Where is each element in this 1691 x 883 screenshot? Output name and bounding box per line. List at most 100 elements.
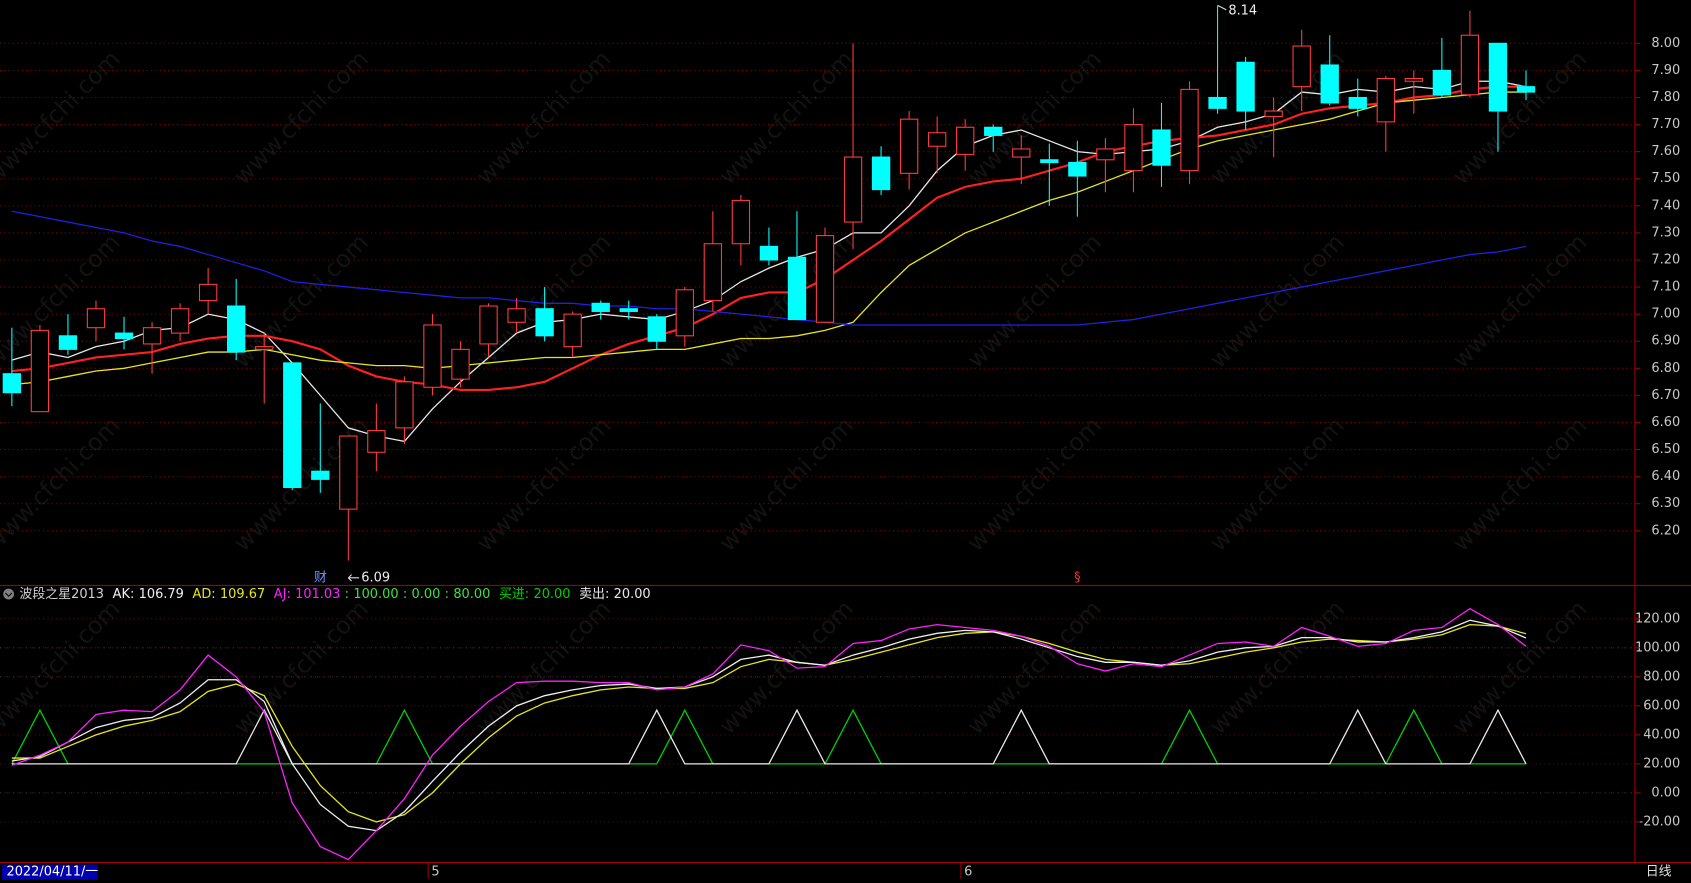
separator: : xyxy=(525,587,529,602)
reference-value: 0.00 xyxy=(412,587,441,602)
indicator-icon[interactable] xyxy=(3,588,15,600)
candle-body xyxy=(367,430,386,453)
candle-body xyxy=(1096,148,1115,161)
y-tick-label: 0.00 xyxy=(1651,785,1680,800)
candle-body xyxy=(114,332,134,340)
legend-name: 买进 xyxy=(499,587,525,602)
candle-body xyxy=(311,470,330,480)
low-label: 6.09 xyxy=(361,570,390,585)
candle-body xyxy=(1292,45,1311,88)
y-tick-label: 7.70 xyxy=(1651,117,1680,132)
y-tick-label: 7.20 xyxy=(1651,252,1680,267)
candle-body xyxy=(703,243,723,302)
y-tick-label: 7.90 xyxy=(1651,63,1680,78)
high-marker xyxy=(1217,4,1227,11)
candle-body xyxy=(1040,159,1059,164)
y-tick-label: 7.40 xyxy=(1651,198,1680,213)
y-tick-label: 7.80 xyxy=(1651,90,1680,105)
low-marker xyxy=(347,574,360,582)
event-marker: 财 xyxy=(314,570,327,585)
y-tick-label: 6.80 xyxy=(1651,361,1680,376)
separator: : xyxy=(445,587,449,602)
candle-body xyxy=(1404,77,1424,82)
y-tick-label: 7.10 xyxy=(1651,280,1680,295)
separator: : xyxy=(345,587,349,602)
y-tick-label: 6.30 xyxy=(1651,496,1680,511)
period-label[interactable]: 日线 xyxy=(1646,865,1672,880)
indicator-title: 波段之星2013 xyxy=(19,587,104,602)
legend-name: 卖出 xyxy=(579,587,605,602)
candle-body xyxy=(198,283,218,302)
candle-body xyxy=(984,126,1003,136)
y-tick-label: 100.00 xyxy=(1635,640,1680,655)
y-tick-label: 20.00 xyxy=(1643,756,1680,771)
event-marker: § xyxy=(1074,570,1080,585)
candle-body xyxy=(1376,77,1395,123)
separator: : xyxy=(211,587,215,602)
y-tick-label: 7.00 xyxy=(1651,307,1680,322)
candle-body xyxy=(1208,96,1227,109)
candle-body xyxy=(1236,61,1255,112)
legend-value: 20.00 xyxy=(533,587,570,602)
candle-body xyxy=(479,305,498,345)
candle-body xyxy=(451,348,470,380)
candle-body xyxy=(731,199,751,245)
legend-name: AK xyxy=(113,587,131,602)
candle-body xyxy=(1012,148,1031,158)
candle-body xyxy=(843,156,863,223)
y-tick-label: 8.00 xyxy=(1651,36,1680,51)
candle-body xyxy=(928,132,947,147)
candle-body xyxy=(395,381,414,429)
candle-body xyxy=(1152,129,1171,166)
candle-body xyxy=(675,289,694,337)
separator: : xyxy=(130,587,134,602)
y-tick-label: 6.70 xyxy=(1651,388,1680,403)
date-box xyxy=(2,864,98,880)
candle-body xyxy=(227,305,246,353)
y-tick-label: 6.90 xyxy=(1651,334,1680,349)
legend-value: 106.79 xyxy=(139,587,184,602)
y-tick-label: 6.20 xyxy=(1651,523,1680,538)
candle-body xyxy=(339,435,358,510)
candle-body xyxy=(871,156,891,191)
candle-body xyxy=(899,118,919,174)
indicator-line xyxy=(11,607,1527,861)
high-label: 8.14 xyxy=(1228,3,1257,18)
x-tick-label: 5 xyxy=(431,865,439,880)
candle-body xyxy=(759,245,779,261)
y-tick-label: -20.00 xyxy=(1639,814,1681,829)
candle-body xyxy=(1348,96,1367,109)
y-tick-label: 60.00 xyxy=(1643,698,1680,713)
candle-body xyxy=(563,313,582,348)
candle-body xyxy=(1320,64,1339,104)
candle-body xyxy=(815,235,835,323)
y-tick-label: 6.40 xyxy=(1651,469,1680,484)
candle-body xyxy=(956,126,975,155)
separator: : xyxy=(403,587,407,602)
legend-value: 20.00 xyxy=(614,587,651,602)
candle-body xyxy=(1068,161,1087,177)
candle-body xyxy=(1460,34,1480,96)
candle-body xyxy=(507,308,526,323)
cursor-date: 2022/04/11/一 xyxy=(6,865,98,880)
candle-body xyxy=(423,324,442,388)
indicator-icon-arrow xyxy=(5,592,13,597)
y-tick-label: 6.50 xyxy=(1651,442,1680,457)
candle-body xyxy=(255,346,274,350)
candle-body xyxy=(1180,88,1199,172)
candle-body xyxy=(787,256,807,321)
candle-body xyxy=(535,308,554,337)
moving-average xyxy=(11,210,1527,326)
y-tick-label: 7.60 xyxy=(1651,144,1680,159)
candle-body xyxy=(142,327,162,345)
legend-name: AD xyxy=(192,587,211,602)
y-tick-label: 7.30 xyxy=(1651,225,1680,240)
candle-body xyxy=(30,329,50,413)
y-tick-label: 6.60 xyxy=(1651,415,1680,430)
candle-body xyxy=(1488,42,1508,112)
grid xyxy=(0,42,1635,823)
separator: : xyxy=(605,587,609,602)
y-tick-label: 40.00 xyxy=(1643,727,1680,742)
